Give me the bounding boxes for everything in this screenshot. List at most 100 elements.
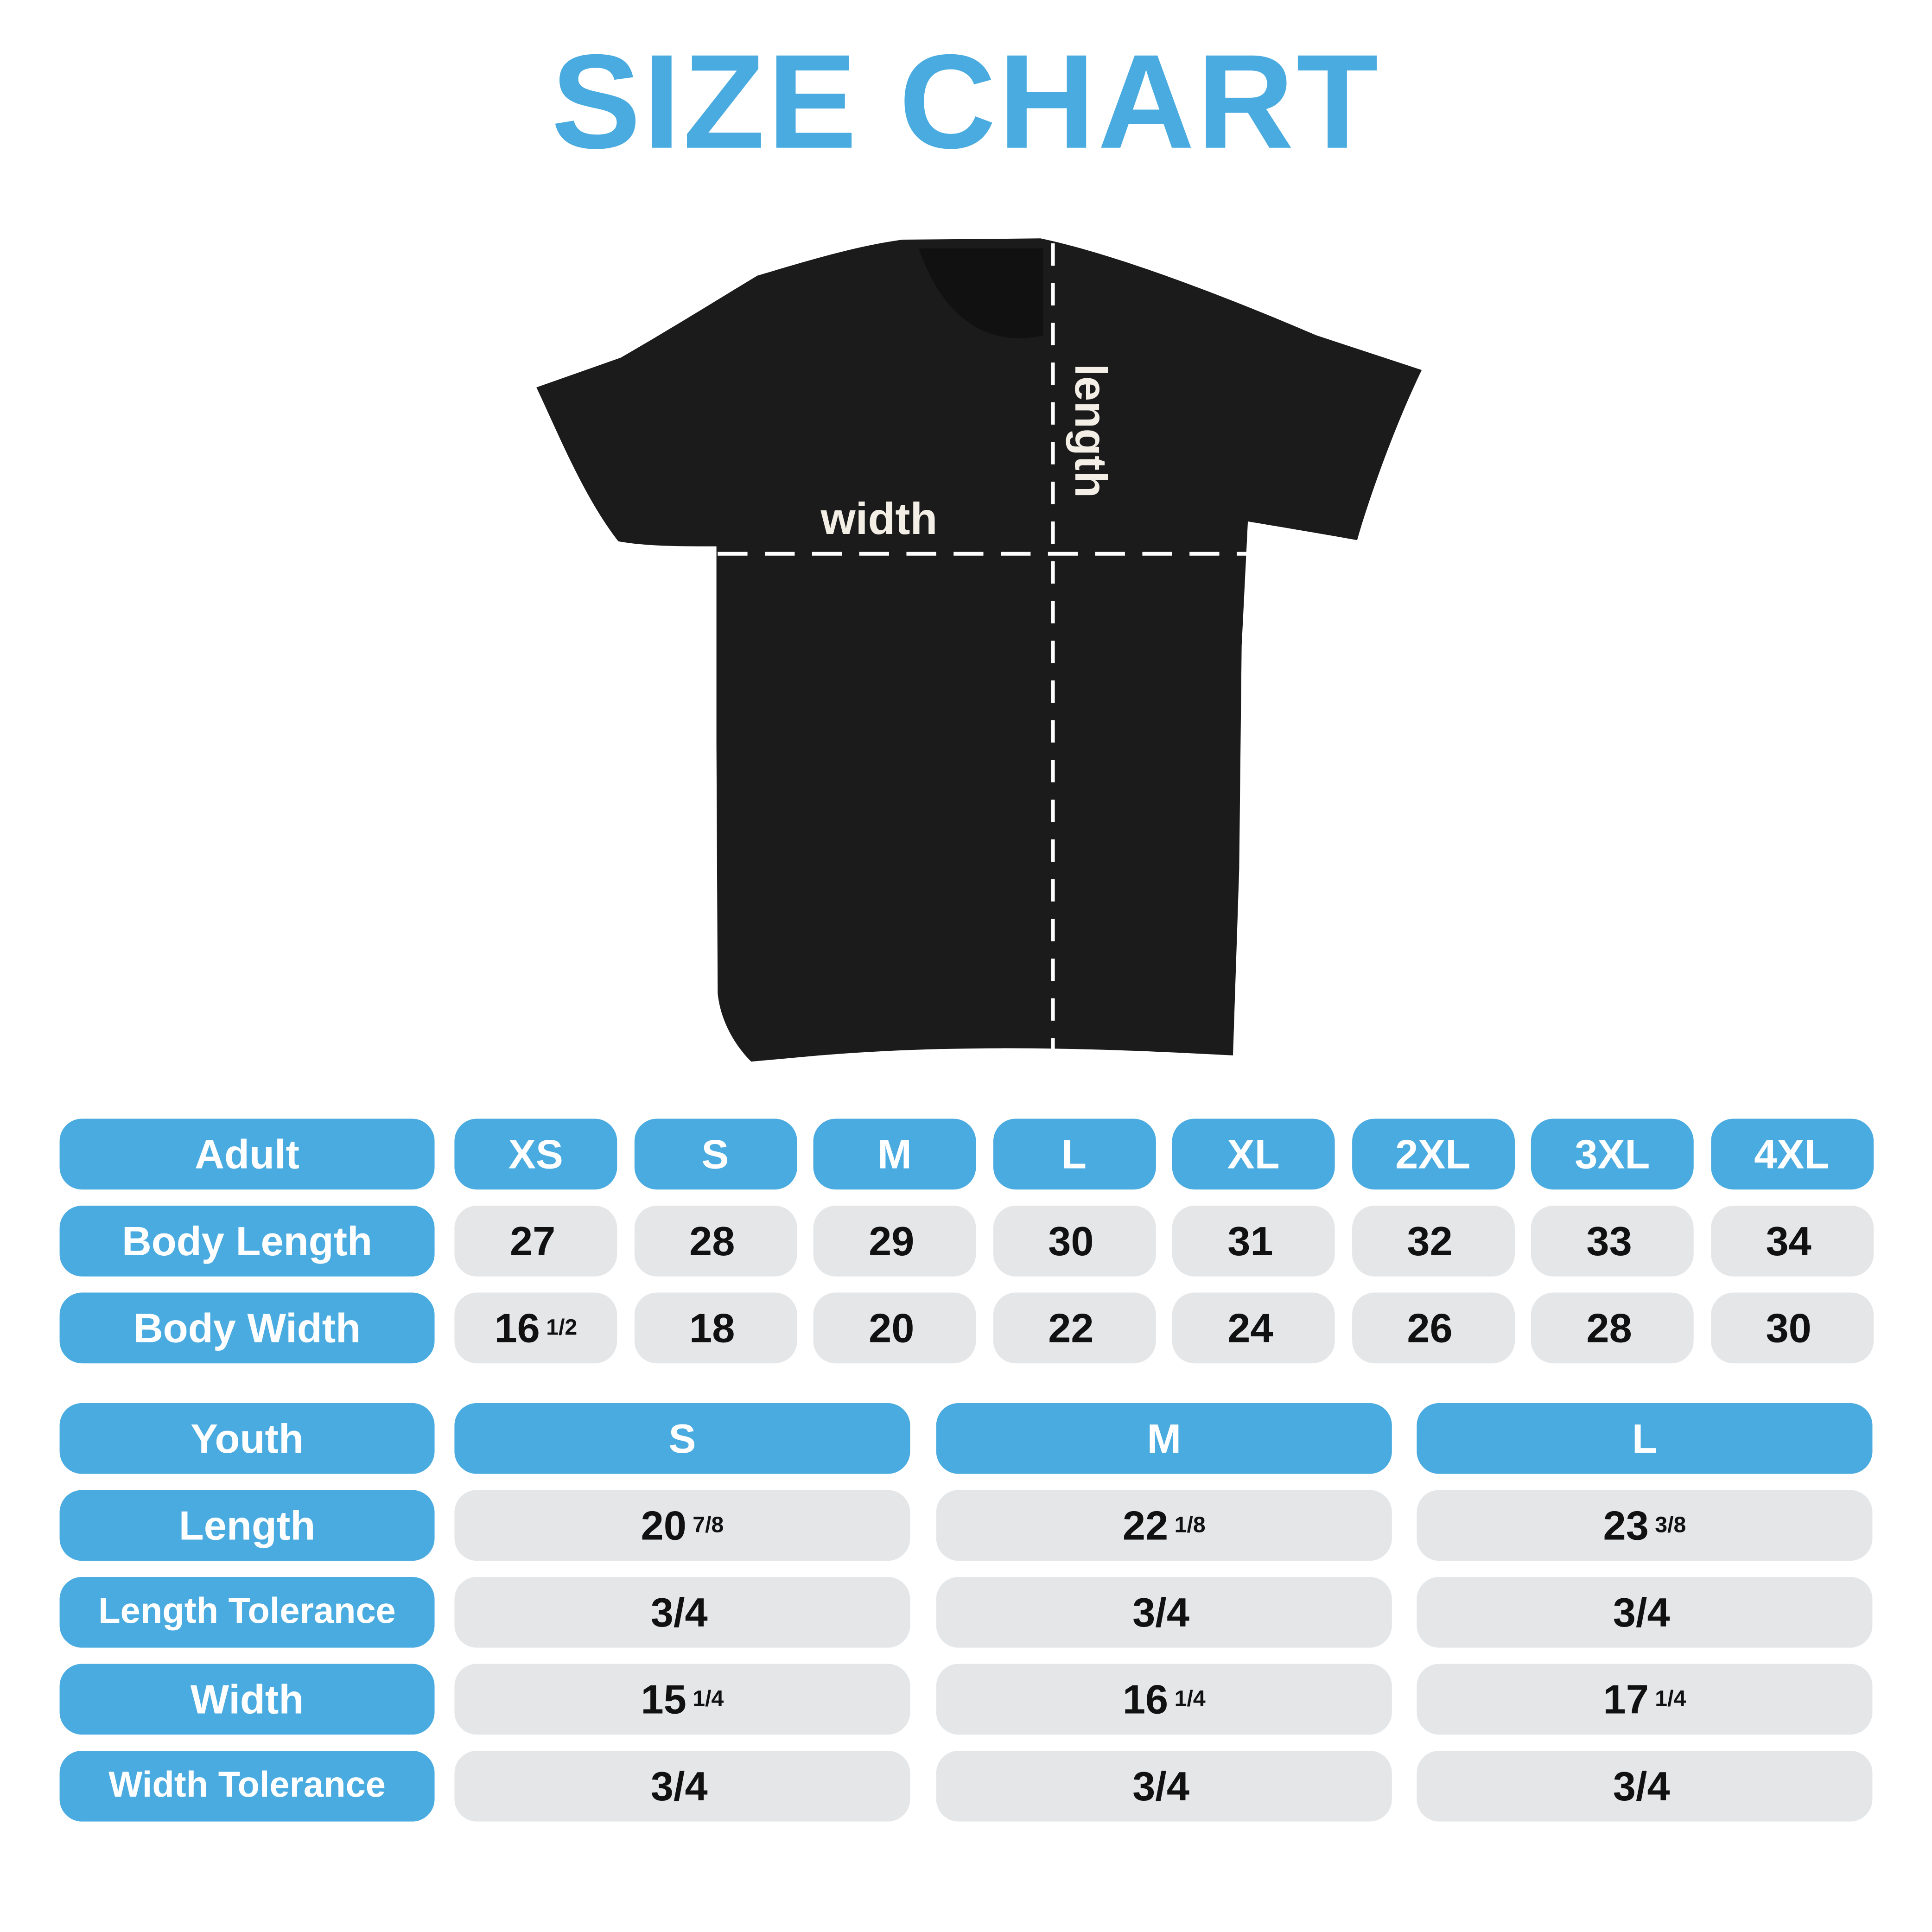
value-whole: 31	[1227, 1217, 1273, 1264]
value-whole: 28	[1586, 1304, 1632, 1351]
value-whole: 33	[1586, 1217, 1632, 1264]
adult-row-label-text: Body Length	[121, 1217, 373, 1264]
value-whole: 30	[1048, 1217, 1094, 1264]
value-whole: 30	[1766, 1304, 1811, 1351]
value-whole: 15	[641, 1675, 686, 1722]
value-fraction: 1/4	[1174, 1686, 1206, 1711]
youth-row-label: Length Tolerance	[59, 1576, 435, 1648]
value-fraction: 3/8	[1655, 1512, 1686, 1538]
youth-size-header: L	[1417, 1403, 1873, 1474]
adult-size-header-text: XL	[1227, 1130, 1280, 1177]
value-whole: 34	[1766, 1217, 1811, 1264]
value-whole: 3/4	[1613, 1589, 1670, 1635]
youth-row-label: Width Tolerance	[59, 1750, 435, 1822]
adult-size-header-text: XS	[508, 1130, 563, 1177]
adult-size-header: XS	[454, 1119, 617, 1190]
adult-row-label: Body Width	[59, 1292, 435, 1364]
page-title: SIZE CHART	[551, 26, 1381, 177]
value-fraction: 1/4	[1655, 1686, 1686, 1711]
value-whole: 32	[1407, 1217, 1453, 1264]
adult-cell: 24	[1172, 1292, 1335, 1364]
value-whole: 29	[869, 1217, 915, 1264]
youth-row-label: Length	[59, 1490, 435, 1561]
value-whole: 3/4	[1132, 1589, 1190, 1635]
value-whole: 17	[1603, 1675, 1649, 1722]
adult-cell: 28	[1531, 1292, 1694, 1364]
adult-cell: 27	[454, 1206, 617, 1277]
adult-size-header: L	[992, 1119, 1156, 1190]
adult-cell: 33	[1531, 1206, 1694, 1277]
value-whole: 3/4	[1132, 1762, 1190, 1809]
length-label: length	[1066, 364, 1115, 498]
adult-row-label: Body Length	[59, 1206, 435, 1277]
adult-size-header: 3XL	[1531, 1119, 1694, 1190]
youth-size-header-text: L	[1632, 1415, 1657, 1461]
adult-cell: 32	[1351, 1206, 1514, 1277]
youth-size-header-text: M	[1147, 1415, 1182, 1461]
value-whole: 16	[1122, 1675, 1169, 1722]
youth-cell: 3/4	[454, 1750, 910, 1822]
youth-header-label-text: Youth	[191, 1415, 304, 1461]
adult-cell: 30	[992, 1206, 1156, 1277]
value-whole: 22	[1048, 1304, 1094, 1351]
value-whole: 20	[641, 1501, 686, 1548]
tshirt-diagram: width length	[536, 238, 1422, 1062]
value-fraction: 1/8	[1174, 1512, 1206, 1538]
youth-cell: 23 3/8	[1417, 1490, 1873, 1561]
collar-shape	[919, 248, 1043, 338]
youth-cell: 20 7/8	[454, 1490, 910, 1561]
adult-size-header-text: 3XL	[1575, 1130, 1650, 1177]
adult-cell: 28	[634, 1206, 797, 1277]
adult-size-header-text: L	[1061, 1130, 1087, 1177]
youth-row-label-text: Length	[178, 1501, 316, 1548]
youth-row-label-text: Width	[190, 1675, 304, 1722]
youth-cell: 3/4	[454, 1576, 910, 1648]
youth-cell: 3/4	[1417, 1576, 1873, 1648]
value-fraction: 1/4	[693, 1686, 724, 1711]
value-whole: 16	[494, 1304, 540, 1351]
adult-header-label-text: Adult	[195, 1130, 299, 1177]
adult-cell: 30	[1710, 1292, 1873, 1364]
value-whole: 20	[869, 1304, 915, 1351]
adult-cell: 29	[813, 1206, 976, 1277]
youth-size-header-text: S	[668, 1415, 696, 1461]
adult-size-header: S	[634, 1119, 797, 1190]
adult-size-header: XL	[1172, 1119, 1335, 1190]
youth-header-label: Youth	[59, 1403, 435, 1474]
adult-size-header: 4XL	[1710, 1119, 1873, 1190]
tshirt-shape	[536, 238, 1422, 1062]
adult-size-header-text: M	[877, 1130, 912, 1177]
value-whole: 23	[1603, 1501, 1649, 1548]
value-fraction: 7/8	[693, 1512, 724, 1538]
value-whole: 22	[1122, 1501, 1169, 1548]
adult-cell: 26	[1351, 1292, 1514, 1364]
youth-cell: 15 1/4	[454, 1664, 910, 1735]
adult-row-label-text: Body Width	[133, 1304, 361, 1351]
youth-cell: 3/4	[936, 1576, 1392, 1648]
value-whole: 18	[689, 1304, 735, 1351]
width-label: width	[820, 494, 938, 544]
youth-cell: 17 1/4	[1417, 1664, 1873, 1735]
adult-size-header: 2XL	[1351, 1119, 1514, 1190]
adult-size-header-text: S	[701, 1130, 729, 1177]
youth-size-header: S	[454, 1403, 910, 1474]
value-fraction: 1/2	[546, 1315, 578, 1340]
youth-cell: 3/4	[936, 1750, 1392, 1822]
youth-cell: 16 1/4	[936, 1664, 1392, 1735]
adult-cell: 31	[1172, 1206, 1335, 1277]
adult-cell: 18	[634, 1292, 797, 1364]
youth-row-label-text: Width Tolerance	[108, 1766, 386, 1805]
adult-cell: 22	[992, 1292, 1156, 1364]
value-whole: 3/4	[1613, 1762, 1670, 1809]
value-whole: 26	[1407, 1304, 1453, 1351]
value-whole: 3/4	[650, 1762, 708, 1809]
adult-size-header: M	[813, 1119, 976, 1190]
value-whole: 24	[1227, 1304, 1273, 1351]
youth-size-header: M	[936, 1403, 1392, 1474]
value-whole: 28	[689, 1217, 735, 1264]
youth-row-label-text: Length Tolerance	[98, 1592, 396, 1632]
youth-row-label: Width	[59, 1664, 435, 1735]
adult-cell: 16 1/2	[454, 1292, 617, 1364]
adult-cell: 34	[1710, 1206, 1873, 1277]
